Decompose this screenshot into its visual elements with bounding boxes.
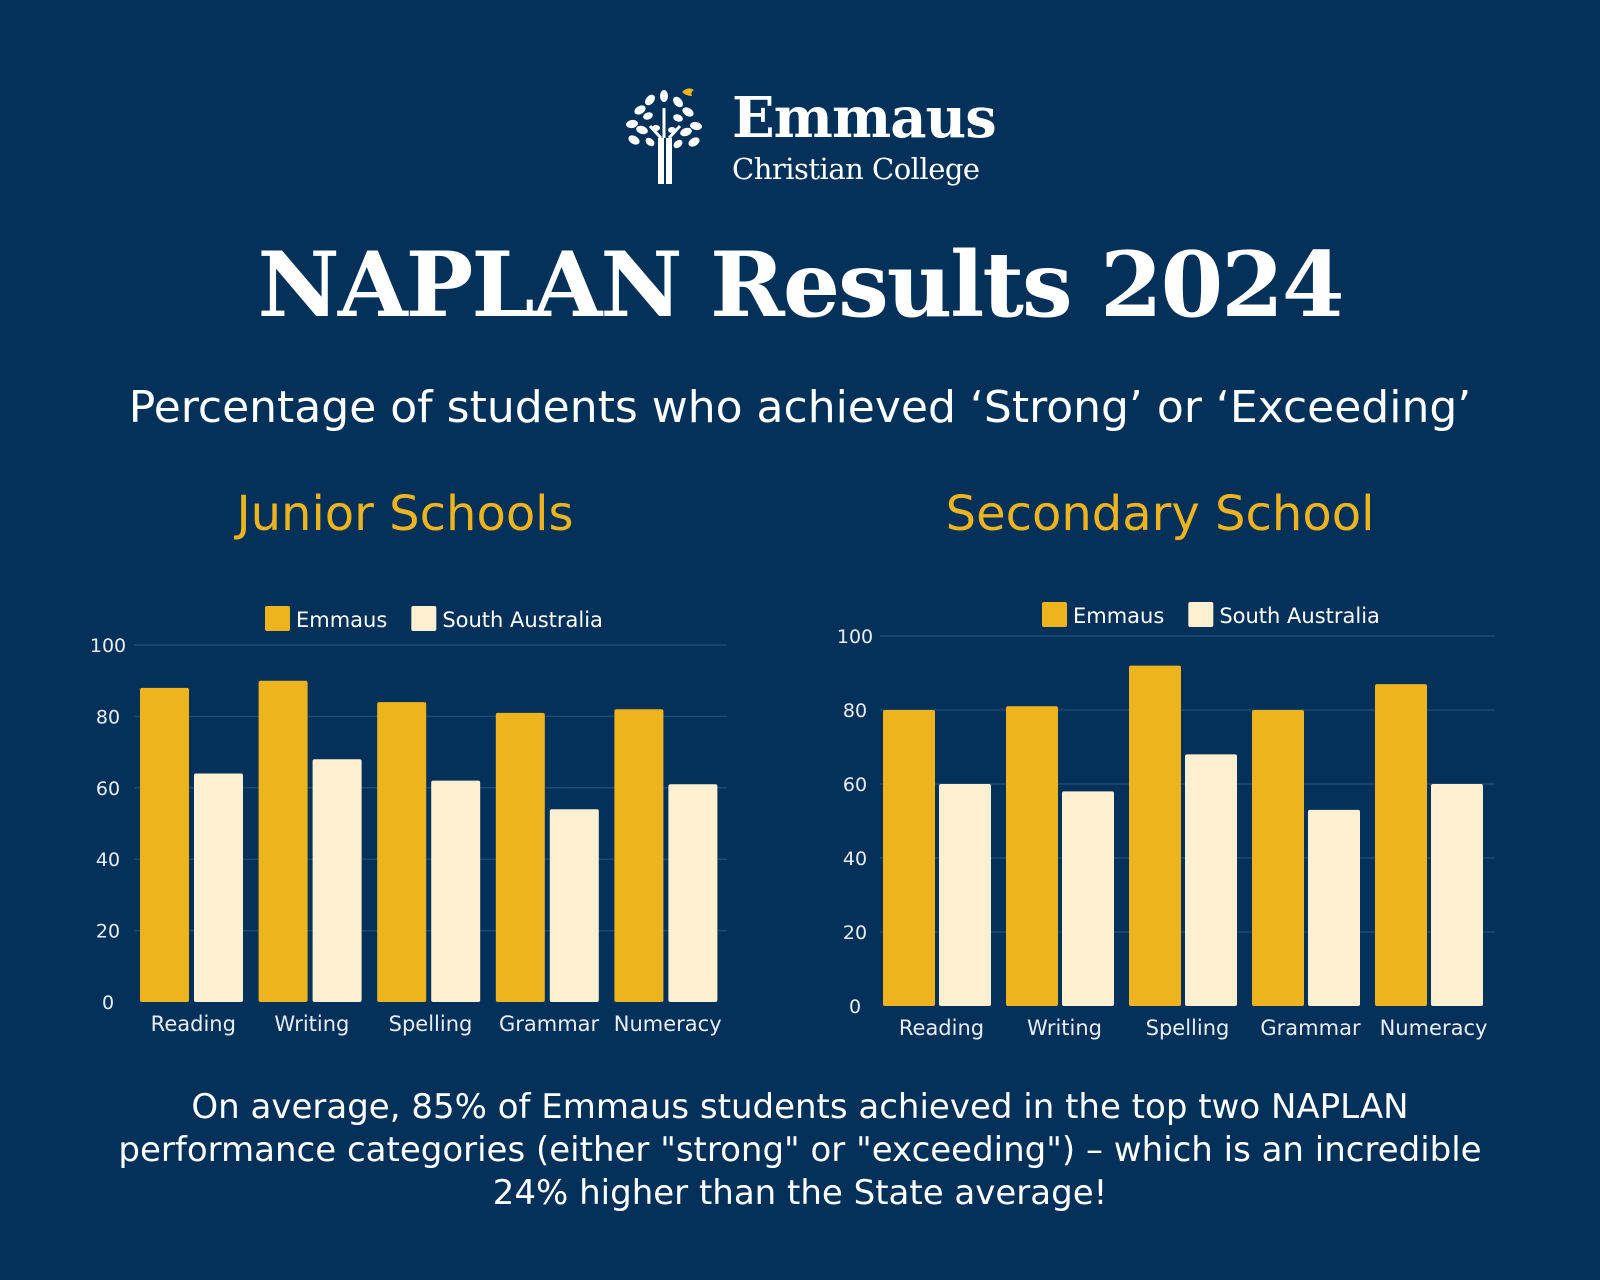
secondary-y-tick-label: 20 (843, 922, 867, 944)
junior-bar-numeracy-south-australia (668, 784, 718, 1002)
secondary-bar-writing-emmaus (1006, 706, 1058, 1006)
junior-bar-writing-emmaus (258, 680, 308, 1002)
secondary-category-label: Spelling (1146, 1016, 1230, 1040)
secondary-bar-numeracy-south-australia (1431, 784, 1483, 1006)
page-title: NAPLAN Results 2024 (257, 232, 1345, 338)
junior-bar-numeracy-emmaus (614, 709, 664, 1002)
junior-bar-spelling-emmaus (377, 702, 427, 1002)
secondary-y-tick-label: 40 (843, 848, 867, 870)
junior-y-tick-label: 0 (102, 992, 114, 1014)
junior-bar-grammar-south-australia (549, 809, 599, 1002)
secondary-category-label: Grammar (1260, 1016, 1361, 1040)
junior-y-tick-label: 20 (96, 921, 120, 943)
secondary-bar-reading-emmaus (883, 710, 935, 1006)
logo-name: Emmaus (732, 85, 997, 151)
logo-subtitle: Christian College (732, 152, 980, 186)
junior-category-label: Spelling (389, 1012, 473, 1036)
secondary-category-label: Writing (1027, 1016, 1102, 1040)
junior-category-label: Grammar (499, 1012, 600, 1036)
secondary-y-tick-label: 80 (843, 700, 867, 722)
secondary-bar-writing-south-australia (1062, 791, 1114, 1006)
junior-legend-swatch (265, 606, 290, 631)
secondary-chart-title: Secondary School (945, 486, 1375, 542)
junior-y-tick-label: 60 (96, 778, 120, 800)
secondary-category-label: Reading (899, 1016, 984, 1040)
secondary-category-label: Numeracy (1380, 1016, 1488, 1040)
secondary-legend-label: South Australia (1219, 604, 1380, 628)
secondary-bar-grammar-emmaus (1252, 710, 1304, 1006)
page-subtitle: Percentage of students who achieved ‘Str… (128, 382, 1472, 433)
secondary-bar-spelling-south-australia (1185, 754, 1237, 1006)
junior-chart-title: Junior Schools (236, 486, 574, 542)
junior-category-label: Numeracy (614, 1012, 722, 1036)
tree-with-dove-icon (626, 88, 702, 184)
junior-legend-label: South Australia (442, 608, 603, 632)
junior-bar-writing-south-australia (312, 759, 362, 1002)
summary-footnote: On average, 85% of Emmaus students achie… (118, 1087, 1482, 1213)
junior-category-label: Writing (274, 1012, 349, 1036)
secondary-legend-swatch (1042, 602, 1067, 627)
secondary-y-tick-label: 0 (849, 996, 861, 1018)
junior-bar-grammar-emmaus (495, 712, 545, 1002)
secondary-bar-grammar-south-australia (1308, 809, 1360, 1006)
secondary-y-tick-label: 100 (837, 626, 873, 648)
college-logo: Emmaus Christian College (620, 86, 997, 191)
junior-y-tick-label: 40 (96, 849, 120, 871)
junior-y-tick-label: 100 (90, 635, 126, 657)
secondary-bar-spelling-emmaus (1129, 665, 1181, 1006)
secondary-y-tick-label: 60 (843, 774, 867, 796)
junior-bar-spelling-south-australia (431, 780, 481, 1002)
junior-category-label: Reading (151, 1012, 236, 1036)
junior-bar-reading-south-australia (194, 773, 243, 1002)
junior-legend-swatch (411, 606, 437, 631)
secondary-legend-swatch (1188, 602, 1214, 627)
junior-bar-reading-emmaus (140, 687, 189, 1002)
junior-y-tick-label: 80 (96, 706, 120, 728)
secondary-bar-reading-south-australia (939, 784, 991, 1006)
secondary-bar-numeracy-emmaus (1375, 684, 1427, 1006)
junior-legend-label: Emmaus (296, 608, 387, 632)
secondary-legend-label: Emmaus (1073, 604, 1164, 628)
